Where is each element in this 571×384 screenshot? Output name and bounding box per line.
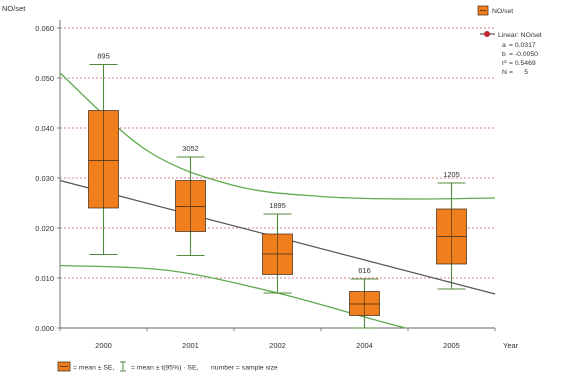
stat-r2-value: = 0.5469 — [509, 60, 536, 67]
legend: NO/set Linear: NO/set a = 0.0317 b = -0.… — [477, 5, 542, 76]
x-tick-label: 2000 — [95, 341, 112, 350]
y-axis-label: NO/set — [2, 4, 26, 13]
upper-confidence-band — [60, 72, 495, 200]
legend-series-label: NO/set — [492, 8, 513, 15]
footer-box-label: = mean ± SE, — [73, 365, 114, 372]
stat-b-value: = -0.0050 — [509, 51, 538, 58]
sample-size-label: 616 — [358, 266, 371, 275]
y-tick-label: 0.030 — [35, 174, 54, 183]
stat-b-label: b — [502, 51, 506, 58]
y-tick-label: 0.040 — [35, 124, 54, 133]
stat-a-value: = 0.0317 — [509, 42, 536, 49]
stat-r2-label: r² — [502, 60, 507, 67]
x-tick-label: 2004 — [356, 341, 373, 350]
plot-area: 0.000 0.010 0.020 0.030 0.040 0.050 0.060 2000 2… — [35, 20, 496, 350]
legend-regression-label: Linear: NO/set — [498, 32, 542, 39]
footer-legend: = mean ± SE, = mean ± t(95%) · SE, numbe… — [57, 361, 278, 372]
x-tick-label: 2001 — [182, 341, 199, 350]
footer-whisker-label: = mean ± t(95%) · SE, — [131, 365, 198, 372]
x-tick-label: 2005 — [443, 341, 460, 350]
sample-size-label: 1895 — [269, 201, 286, 210]
x-axis-label: Year — [503, 341, 519, 350]
y-tick-label: 0.020 — [35, 224, 54, 233]
legend-regression-marker — [484, 31, 490, 37]
sample-size-label: 3052 — [182, 144, 199, 153]
footer-sample-label: number = sample size — [211, 365, 278, 372]
stat-n-value: = 5 — [509, 69, 528, 76]
y-tick-label: 0.050 — [35, 74, 54, 83]
stat-a-label: a — [502, 42, 506, 49]
stat-n-label: N — [502, 69, 507, 76]
y-tick-label: 0.010 — [35, 274, 54, 283]
x-tick-label: 2002 — [269, 341, 286, 350]
sample-size-label: 895 — [97, 52, 110, 61]
y-tick-label: 0.060 — [35, 24, 54, 33]
bands — [60, 72, 495, 328]
footer-whisker-icon — [120, 361, 126, 372]
y-tick-label: 0.000 — [35, 324, 54, 333]
sample-size-label: 1205 — [443, 170, 460, 179]
